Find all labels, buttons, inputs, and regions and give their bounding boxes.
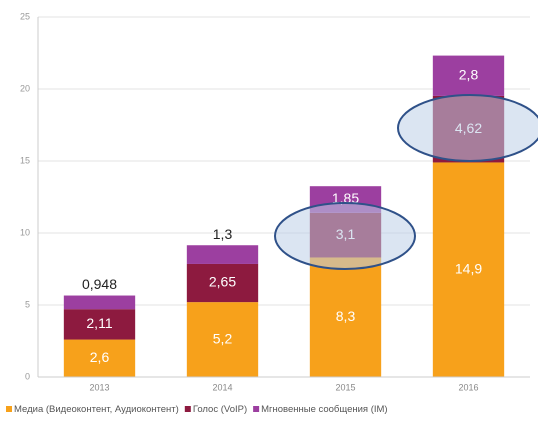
value-label: 2,6 — [90, 349, 110, 365]
bar-segment — [186, 245, 259, 264]
bar-segment — [432, 55, 505, 96]
legend-swatch — [6, 406, 12, 412]
y-tick-label: 0 — [25, 371, 30, 381]
bar-segment — [63, 309, 136, 340]
highlight-ellipse — [397, 94, 538, 162]
plot-area: 0 5 10 15 20 25 2013 2,6 2,11 0,948 2014 5,2 2,65 1,3… — [20, 11, 530, 392]
highlight-ellipse — [274, 202, 416, 270]
legend-label: Медиа (Видеоконтент, Аудиоконтент) — [14, 404, 179, 415]
bar-segment — [186, 302, 259, 377]
legend-label: Мгновенные сообщения (IM) — [261, 404, 387, 415]
value-label: 14,9 — [455, 260, 482, 276]
x-tick-label: 2015 — [335, 382, 355, 392]
legend-label: Голос (VoIP) — [193, 404, 247, 415]
y-tick-label: 5 — [25, 299, 30, 309]
y-tick-label: 25 — [20, 11, 30, 21]
y-tick-label: 15 — [20, 155, 30, 165]
y-tick-label: 10 — [20, 227, 30, 237]
value-label: 5,2 — [213, 330, 233, 346]
bar-segment — [186, 263, 259, 303]
x-tick-label: 2013 — [89, 382, 109, 392]
value-label: 0,948 — [82, 276, 117, 292]
bar-segment — [63, 339, 136, 377]
bar-segment — [432, 162, 505, 377]
value-label: 8,3 — [336, 308, 356, 324]
y-tick-label: 20 — [20, 83, 30, 93]
legend-swatch — [253, 406, 260, 412]
value-label: 1,3 — [213, 226, 233, 242]
bar-segment — [309, 257, 382, 377]
bar-segment — [63, 295, 136, 310]
legend-swatch — [184, 406, 191, 412]
value-label: 2,11 — [86, 315, 112, 331]
value-label: 2,8 — [459, 66, 479, 82]
value-label: 2,65 — [209, 274, 236, 290]
legend: Медиа (Видеоконтент, Аудиоконтент) Голос … — [6, 404, 388, 415]
x-tick-label: 2014 — [212, 382, 232, 392]
x-tick-label: 2016 — [458, 382, 478, 392]
